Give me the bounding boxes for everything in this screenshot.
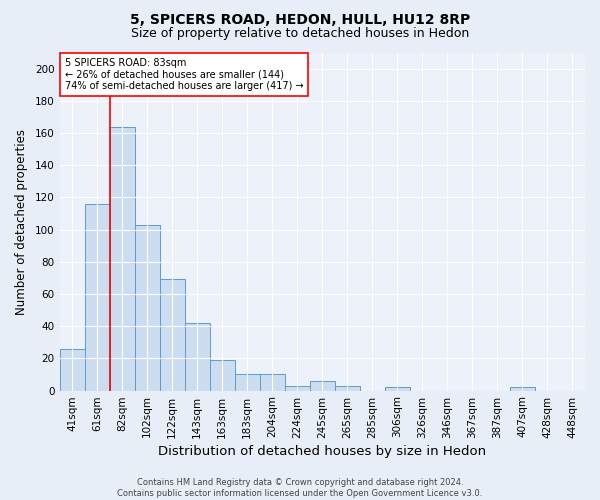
Bar [160, 280, 185, 390]
Bar [510, 388, 535, 390]
Bar [285, 386, 310, 390]
Bar [335, 386, 360, 390]
Y-axis label: Number of detached properties: Number of detached properties [15, 128, 28, 314]
Bar [209, 360, 235, 390]
Bar [59, 348, 85, 391]
Text: Contains HM Land Registry data © Crown copyright and database right 2024.
Contai: Contains HM Land Registry data © Crown c… [118, 478, 482, 498]
Bar [385, 388, 410, 390]
Bar [110, 126, 134, 390]
Bar [85, 204, 110, 390]
Bar [260, 374, 285, 390]
Text: Size of property relative to detached houses in Hedon: Size of property relative to detached ho… [131, 28, 469, 40]
X-axis label: Distribution of detached houses by size in Hedon: Distribution of detached houses by size … [158, 444, 487, 458]
Text: 5, SPICERS ROAD, HEDON, HULL, HU12 8RP: 5, SPICERS ROAD, HEDON, HULL, HU12 8RP [130, 12, 470, 26]
Bar [310, 381, 335, 390]
Bar [134, 225, 160, 390]
Bar [185, 323, 209, 390]
Bar [235, 374, 260, 390]
Text: 5 SPICERS ROAD: 83sqm
← 26% of detached houses are smaller (144)
74% of semi-det: 5 SPICERS ROAD: 83sqm ← 26% of detached … [65, 58, 304, 91]
